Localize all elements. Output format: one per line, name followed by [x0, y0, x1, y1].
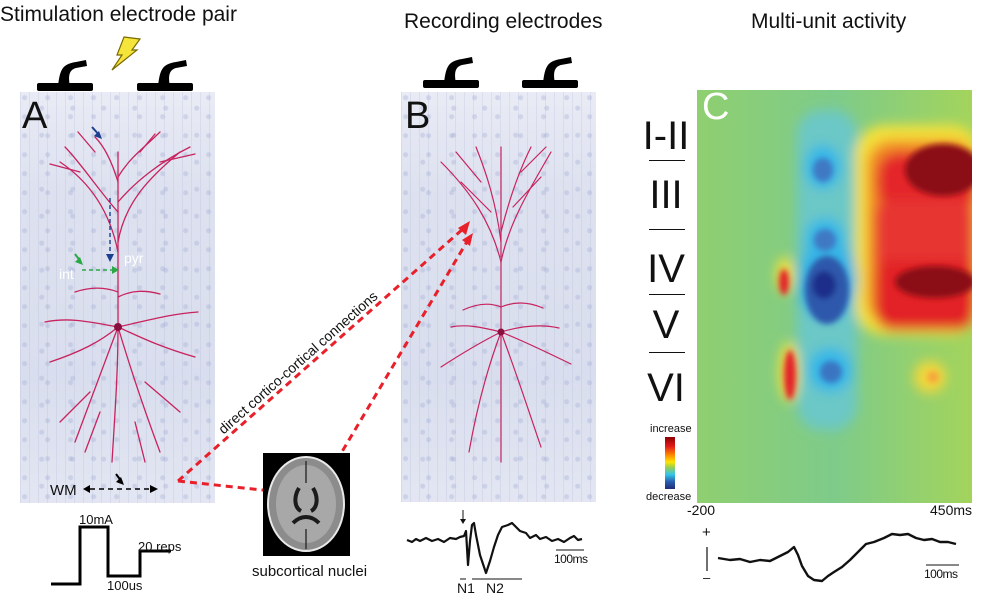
mua-trace	[706, 532, 959, 583]
electrodes-layer	[37, 36, 578, 91]
brain-mri	[263, 453, 350, 556]
mua-plus-label: +	[702, 524, 711, 541]
brain-icon	[267, 456, 345, 552]
green-arrow-icon	[74, 253, 119, 274]
pyr-label: pyr	[124, 250, 144, 266]
subcortical-label: subcortical nuclei	[252, 563, 368, 580]
arrowhead-icon	[458, 221, 470, 235]
heatmap-svg	[697, 90, 972, 503]
layer-divider	[649, 160, 685, 161]
panel-b-letter: B	[405, 95, 431, 137]
blue-arrow-icon	[91, 126, 114, 262]
stimulation-title: Stimulation electrode pair	[0, 3, 237, 26]
int-label: int	[59, 266, 74, 282]
colorbar	[665, 437, 675, 489]
stimulation-electrode-icon	[137, 60, 193, 91]
layer-label-4: IV	[647, 247, 685, 291]
lightning-bolt-icon	[111, 36, 142, 71]
n2-label: N2	[486, 580, 504, 596]
panel-b-neuron	[440, 146, 572, 463]
multiunit-title: Multi-unit activity	[751, 10, 907, 33]
ccep-scale-label: 100ms	[554, 552, 588, 566]
wm-label: WM	[50, 482, 77, 499]
recording-title: Recording electrodes	[404, 10, 603, 33]
mua-heatmap: C	[697, 90, 972, 503]
arrowhead-icon	[462, 233, 473, 246]
stimulus-waveform	[51, 525, 171, 586]
colorbar-top-label: increase	[650, 423, 692, 435]
stimulus-width: 100us	[107, 578, 143, 593]
panel-b-tissue	[401, 92, 596, 502]
layer-label-3: III	[649, 173, 683, 217]
recording-electrode-icon	[423, 57, 479, 88]
stimulus-amplitude: 10mA	[79, 512, 113, 527]
layer-label-5: V	[652, 303, 680, 347]
x-axis-end: 450ms	[930, 502, 973, 518]
layer-divider	[649, 294, 685, 295]
x-axis-start: -200	[687, 502, 716, 518]
panel-a-letter: A	[22, 95, 48, 137]
layer-divider	[649, 229, 685, 230]
panel-a-neuron	[44, 126, 199, 493]
mua-scale-label: 100ms	[924, 567, 958, 581]
panel-c-letter: C	[702, 90, 730, 128]
layer-label-1-2: I-II	[642, 114, 690, 158]
ccep-trace	[406, 510, 584, 580]
stimulation-electrode-icon	[37, 60, 93, 91]
n1-label: N1	[457, 580, 475, 596]
mua-minus-label: –	[703, 570, 711, 585]
layer-label-6: VI	[647, 366, 685, 410]
recording-electrode-icon	[522, 57, 578, 88]
layer-divider	[649, 352, 685, 353]
stimulus-reps: 20 reps	[138, 539, 182, 554]
colorbar-bottom-label: decrease	[646, 491, 692, 503]
wm-arrow-icon	[83, 473, 158, 493]
